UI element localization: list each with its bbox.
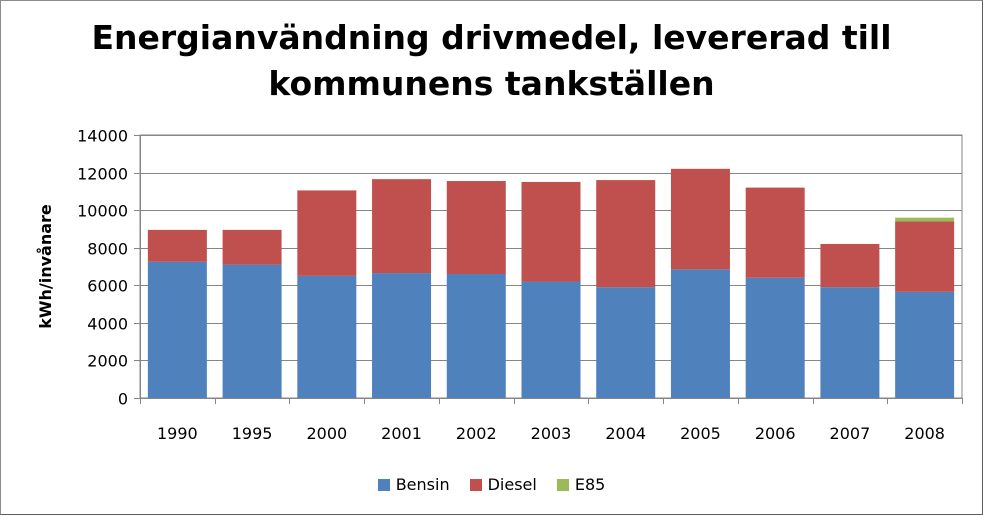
x-tick-label: 1990 [157,424,198,443]
y-tick-label: 6000 [87,277,128,296]
bar-diesel-1995 [222,229,282,265]
legend-item-diesel: Diesel [469,475,537,494]
bar-bensin-2002 [446,274,506,398]
x-tick-label: 1995 [232,424,273,443]
chart-title-line-1: Energianvändning drivmedel, levererad ti… [91,18,892,57]
bar-diesel-1990 [147,229,207,262]
y-tick-label: 8000 [87,240,128,259]
bar-bensin-2008 [895,291,955,398]
bar-diesel-2000 [297,190,357,276]
y-tick-label: 10000 [77,202,128,221]
legend-item-e85: E85 [556,475,606,494]
x-tick-label: 2000 [306,424,347,443]
bar-diesel-2007 [820,243,880,288]
x-tick-label: 2001 [381,424,422,443]
legend-swatch [556,478,569,491]
y-tick-label: 0 [118,390,128,409]
x-tick-label: 2003 [531,424,572,443]
legend-item-bensin: Bensin [377,475,450,494]
bar-bensin-1990 [147,261,207,398]
y-tick-label: 2000 [87,352,128,371]
chart-title-line-2: kommunens tankställen [268,64,715,103]
x-tick-label: 2006 [755,424,796,443]
bar-diesel-2003 [521,181,581,282]
bar-diesel-2005 [670,168,730,270]
legend-label: E85 [574,475,606,494]
chart-title: Energianvändning drivmedel, levererad ti… [1,15,982,107]
legend-swatch [469,478,482,491]
y-tick-label: 4000 [87,315,128,334]
legend-label: Diesel [487,475,537,494]
legend-label: Bensin [395,475,450,494]
bar-diesel-2001 [372,179,432,274]
x-tick-label: 2005 [680,424,721,443]
y-tick-label: 12000 [77,165,128,184]
x-tick-label: 2004 [605,424,646,443]
bar-bensin-2000 [297,275,357,398]
bar-bensin-2006 [745,277,805,398]
bar-bensin-2005 [670,269,730,398]
legend-swatch [377,478,390,491]
bar-diesel-2002 [446,181,506,275]
bar-bensin-2003 [521,281,581,398]
bar-bensin-2007 [820,287,880,398]
bar-e85-2008 [895,217,955,222]
chart-legend: Bensin Diesel E85 [1,475,982,494]
x-tick-label: 2008 [904,424,945,443]
bar-diesel-2006 [745,187,805,278]
bar-diesel-2004 [596,180,656,288]
bar-bensin-2004 [596,287,656,398]
bar-bensin-2001 [372,273,432,398]
y-tick-label: 14000 [77,127,128,146]
x-tick-label: 2007 [830,424,871,443]
bar-diesel-2008 [895,221,955,292]
bar-bensin-1995 [222,264,282,398]
x-tick-label: 2002 [456,424,497,443]
y-axis-label: kWh/invånare [36,204,55,329]
